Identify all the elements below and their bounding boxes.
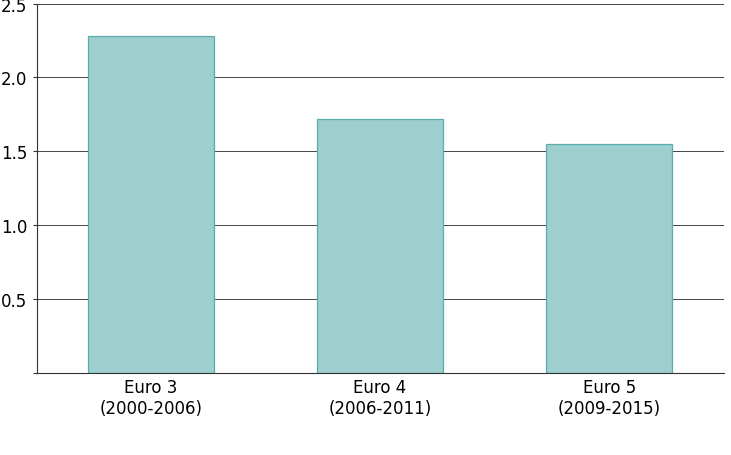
Bar <box>317 120 443 373</box>
Bar <box>88 37 214 373</box>
Bar <box>546 145 673 373</box>
